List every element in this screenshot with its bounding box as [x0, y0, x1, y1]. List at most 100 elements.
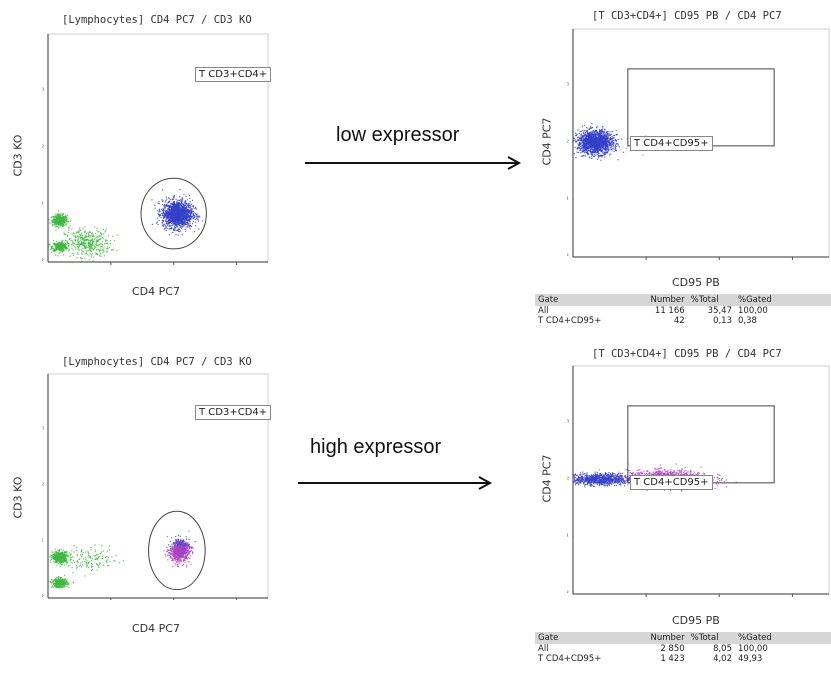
- data-point: [60, 219, 62, 221]
- data-point: [186, 215, 188, 217]
- data-point: [163, 210, 165, 212]
- data-point: [51, 586, 53, 588]
- data-point: [188, 202, 190, 205]
- data-point: [180, 213, 182, 215]
- data-point: [590, 136, 592, 138]
- data-point: [178, 224, 180, 226]
- stats-cell: 35,47: [707, 306, 732, 316]
- data-point: [606, 152, 609, 154]
- data-point: [58, 587, 60, 589]
- data-point: [599, 136, 601, 139]
- data-point: [81, 239, 83, 241]
- data-point: [170, 227, 172, 229]
- data-point: [182, 225, 184, 227]
- data-point: [74, 243, 76, 245]
- data-point: [61, 214, 63, 216]
- data-point: [610, 131, 612, 133]
- data-point: [60, 248, 62, 250]
- data-point: [191, 211, 193, 213]
- data-point: [586, 131, 588, 133]
- data-point: [603, 144, 605, 146]
- data-point: [600, 132, 602, 134]
- data-point: [94, 245, 96, 247]
- data-point: [62, 239, 64, 241]
- data-point: [171, 221, 174, 224]
- data-point: [48, 219, 50, 221]
- data-point: [181, 198, 183, 200]
- data-point: [69, 255, 71, 257]
- data-point: [604, 142, 607, 144]
- data-point: [57, 225, 59, 228]
- data-point: [615, 149, 617, 152]
- data-point: [594, 155, 596, 157]
- data-point: [57, 563, 59, 565]
- data-point: [589, 141, 591, 143]
- data-point: [54, 557, 56, 559]
- data-point: [181, 201, 183, 204]
- data-point: [79, 240, 81, 242]
- data-point: [587, 139, 589, 141]
- data-point: [174, 217, 176, 219]
- data-point: [582, 131, 585, 134]
- data-point: [62, 243, 65, 245]
- data-point: [596, 143, 598, 145]
- data-point: [603, 131, 605, 133]
- data-point: [190, 208, 192, 210]
- data-point: [590, 125, 592, 128]
- data-point: [174, 219, 176, 221]
- data-point: [188, 218, 190, 220]
- data-point: [581, 150, 583, 152]
- data-point: [57, 245, 59, 247]
- data-point: [608, 143, 611, 145]
- data-point: [603, 135, 605, 137]
- data-point: [608, 131, 610, 133]
- data-point: [85, 244, 87, 246]
- data-point: [605, 151, 607, 154]
- y-tick-label: 10³: [42, 87, 44, 95]
- data-point: [174, 224, 177, 226]
- data-point: [55, 556, 57, 559]
- data-point: [179, 207, 181, 209]
- data-point: [80, 229, 82, 231]
- data-point: [606, 143, 609, 145]
- data-point: [593, 136, 595, 138]
- data-point: [52, 248, 55, 250]
- data-point: [63, 241, 65, 243]
- data-point: [188, 210, 190, 212]
- data-point: [174, 204, 176, 206]
- data-point: [58, 245, 60, 248]
- data-point: [590, 140, 592, 142]
- data-point: [599, 135, 601, 137]
- data-point: [198, 216, 200, 218]
- data-point: [164, 212, 166, 215]
- data-point: [174, 213, 176, 215]
- data-point: [56, 555, 58, 558]
- data-point: [582, 139, 584, 141]
- stats-cell: 42: [673, 316, 685, 326]
- data-point: [63, 555, 66, 558]
- data-point: [593, 145, 595, 147]
- data-point: [81, 252, 83, 254]
- data-point: [51, 220, 53, 223]
- data-point: [599, 154, 601, 156]
- data-point: [585, 130, 587, 132]
- data-point: [89, 249, 91, 251]
- data-point: [59, 219, 61, 221]
- data-point: [583, 132, 585, 135]
- data-point: [185, 218, 187, 220]
- data-point: [77, 245, 79, 247]
- data-point: [51, 558, 53, 561]
- y-tick-label: 10¹: [567, 196, 569, 204]
- data-point: [612, 147, 614, 149]
- data-point: [65, 219, 67, 221]
- data-point: [63, 555, 65, 557]
- data-point: [575, 141, 577, 143]
- data-point: [166, 212, 168, 214]
- data-point: [588, 142, 590, 144]
- data-point: [597, 149, 599, 152]
- data-point: [175, 219, 178, 222]
- data-point: [186, 210, 188, 212]
- data-point: [171, 205, 173, 207]
- data-point: [178, 218, 180, 220]
- data-point: [176, 207, 178, 209]
